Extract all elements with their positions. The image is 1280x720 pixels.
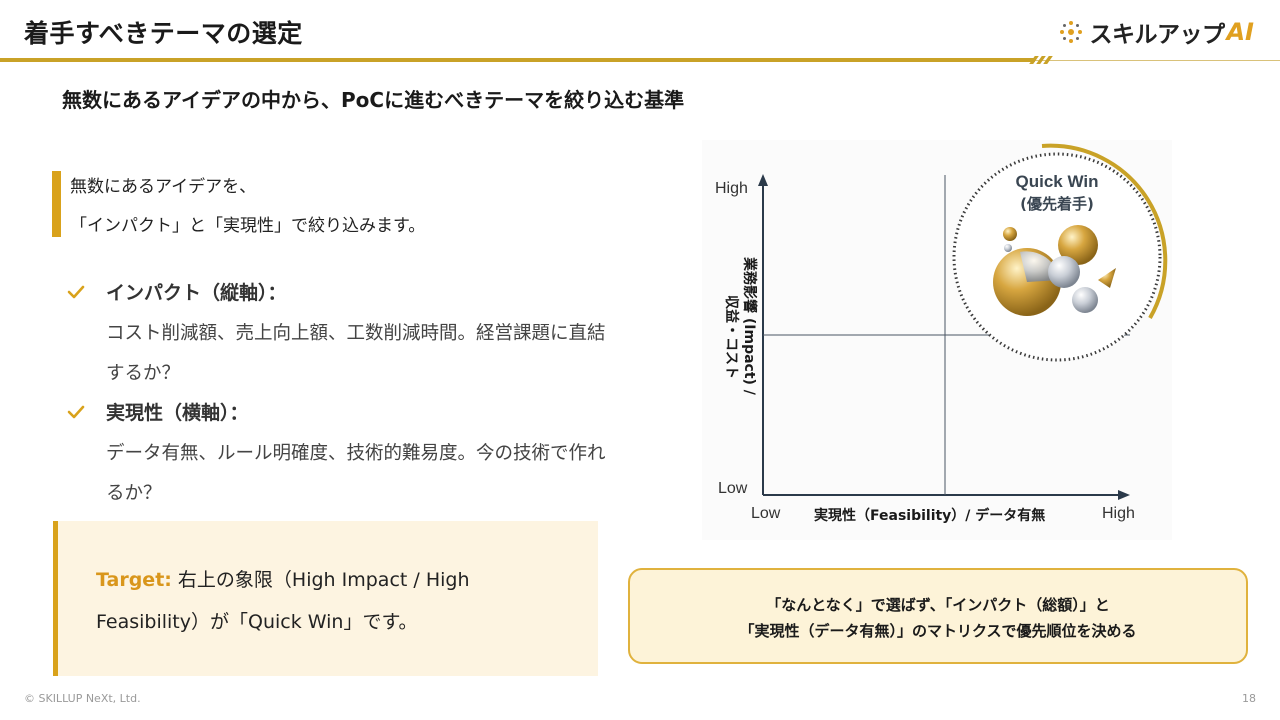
- gold-crystal: [1098, 268, 1116, 288]
- y-axis-arrow: [758, 174, 768, 186]
- callout-line-2: 「実現性（データ有無）」のマトリクスで優先順位を決める: [739, 622, 1137, 640]
- header-underline-thin: [1035, 60, 1280, 61]
- target-label: Target:: [96, 569, 172, 591]
- gold-sphere-small: [1003, 227, 1017, 241]
- header-stripes: [1028, 56, 1054, 64]
- quick-win-subtitle: (優先着手): [1020, 195, 1094, 213]
- quick-win-title: Quick Win: [1016, 172, 1099, 191]
- x-axis-title: 実現性（Feasibility）/ データ有無: [814, 507, 1045, 524]
- brand-logo: スキルアップ AI: [1057, 14, 1254, 50]
- footer-copyright: © SKILLUP NeXt, Ltd.: [24, 692, 141, 705]
- intro-block: 無数にあるアイデアを、 「インパクト」と「実現性」で絞り込みます。: [52, 168, 612, 238]
- header-underline: [0, 58, 1035, 62]
- y-axis-title-col1: 業務影響 (Impact) /: [741, 256, 758, 396]
- criterion-description: データ有無、ルール明確度、技術的難易度。今の技術で作れるか？: [106, 443, 606, 504]
- gold-sphere-medium: [1058, 225, 1098, 265]
- y-high-label: High: [715, 180, 748, 197]
- intro-line-1: 無数にあるアイデアを、: [70, 177, 257, 197]
- sparkle-icon: [1060, 21, 1083, 43]
- criterion-description: コスト削減額、売上向上額、工数削減時間。経営課題に直結するか？: [106, 323, 606, 384]
- callout-line-1: 「なんとなく」で選ばず、「インパクト（総額）」と: [766, 596, 1110, 614]
- page-number: 18: [1242, 692, 1256, 705]
- x-axis-arrow: [1118, 490, 1130, 500]
- y-low-label: Low: [718, 480, 748, 497]
- quick-win-gold-arc: [1041, 143, 1168, 319]
- intro-line-2: 「インパクト」と「実現性」で絞り込みます。: [70, 216, 426, 236]
- intro-accent-bar: [52, 171, 61, 237]
- x-low-label: Low: [751, 505, 781, 522]
- target-text: Target: 右上の象限（High Impact / High Feasibi…: [96, 559, 576, 643]
- impact-feasibility-matrix: High Low Low High 実現性（Feasibility）/ データ有…: [715, 143, 1168, 524]
- silver-sphere-medium: [1048, 256, 1080, 288]
- slide-header: 着手すべきテーマの選定 スキルアップ AI: [0, 0, 1280, 64]
- callout-box: 「なんとなく」で選ばず、「インパクト（総額）」と 「実現性（データ有無）」のマト…: [628, 568, 1248, 664]
- silver-sphere-small: [1072, 287, 1098, 313]
- check-icon: [67, 405, 85, 419]
- x-high-label: High: [1102, 505, 1135, 522]
- check-icon: [67, 285, 85, 299]
- brand-ai: AI: [1226, 18, 1254, 46]
- quick-win-circle: [952, 152, 1162, 362]
- criterion-title: インパクト（縦軸）：: [106, 282, 287, 304]
- page-title: 着手すべきテーマの選定: [24, 19, 303, 48]
- target-box: Target: 右上の象限（High Impact / High Feasibi…: [53, 521, 598, 676]
- silver-sphere-tiny: [1004, 244, 1012, 252]
- brand-text: スキルアップ: [1089, 22, 1225, 48]
- criterion-title: 実現性（横軸）：: [106, 402, 249, 424]
- y-axis-title-col2: 収益・コスト: [723, 295, 740, 379]
- target-body: 右上の象限（High Impact / High Feasibility）が「Q…: [96, 569, 470, 633]
- slide-subtitle: 無数にあるアイデアの中から、PoCに進むべきテーマを絞り込む基準: [62, 88, 685, 112]
